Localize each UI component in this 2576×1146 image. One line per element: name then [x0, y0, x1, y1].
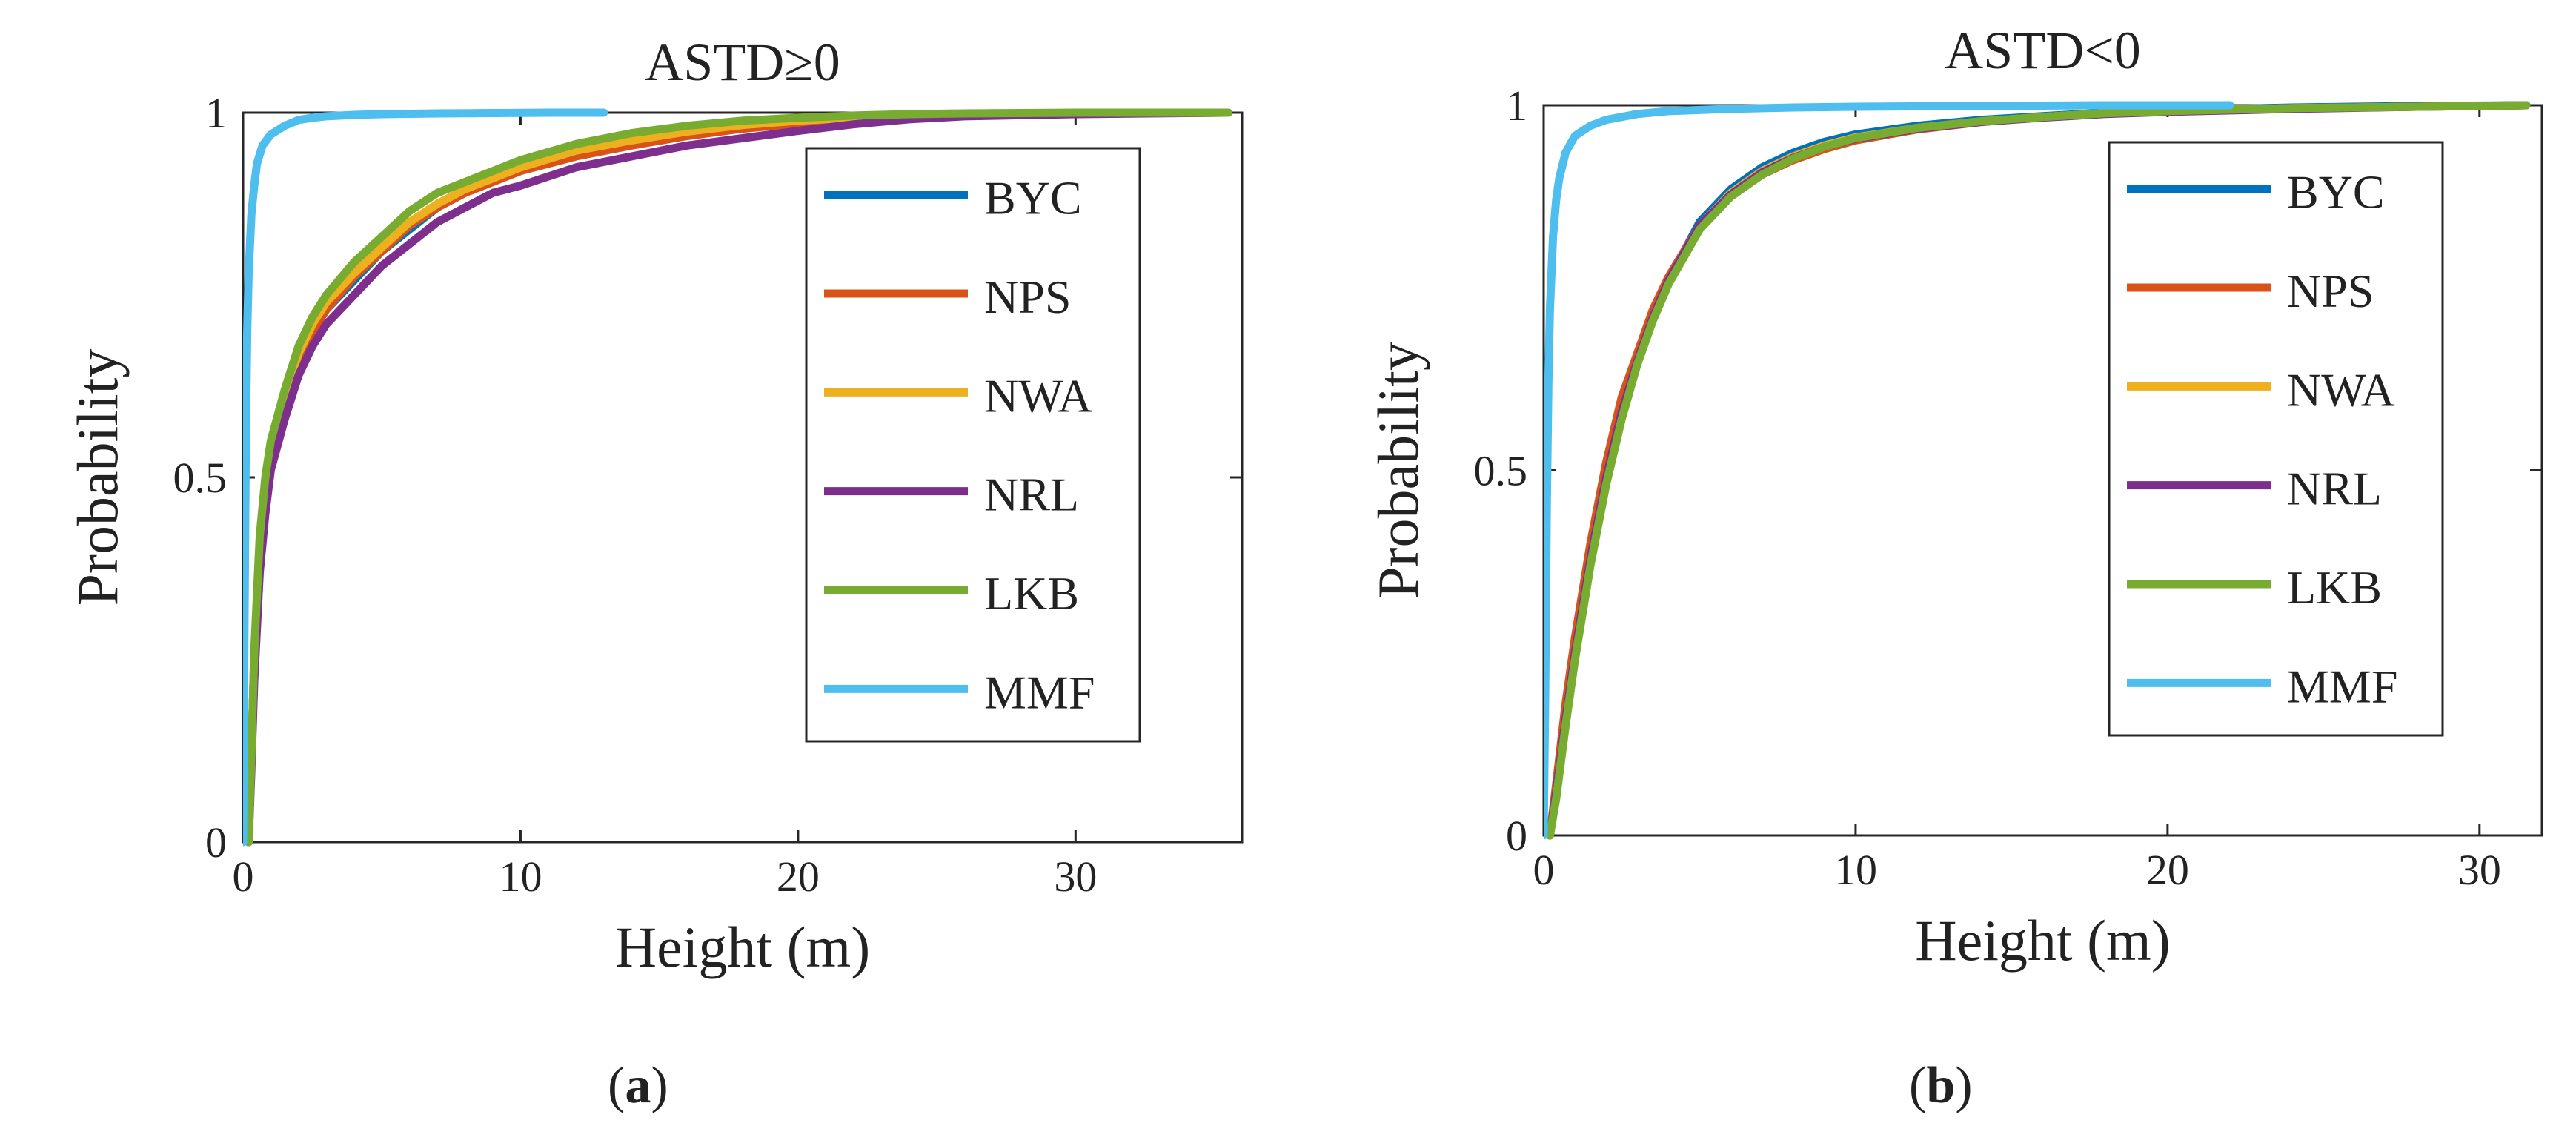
legend-label-lkb: LKB [984, 567, 1079, 620]
x-axis-label: Height (m) [1915, 908, 2170, 973]
chart-1: ASTD≥0 0 10 20 30 0 0.5 1 Height (m) Probability B… [65, 33, 1244, 979]
series-line-mmf [243, 108, 608, 847]
y-tick-label: 1 [1506, 82, 1527, 130]
x-tick-label: 0 [1533, 846, 1555, 894]
legend-label-nwa: NWA [2287, 363, 2395, 416]
chart-2: ASTD<0 0 10 20 30 0 0.5 1 Height (m) Probability B… [1366, 21, 2543, 973]
panel-label-a: (a) [608, 1057, 668, 1114]
series-line-mmf [1544, 101, 2234, 840]
y-axis-label: Probability [1366, 342, 1430, 599]
legend-box [2108, 141, 2444, 737]
y-tick-label: 0.5 [173, 454, 228, 502]
x-tick-label: 10 [499, 852, 542, 901]
y-axis-label: Probability [65, 349, 130, 606]
x-tick-label: 30 [2458, 846, 2501, 894]
legend-label-byc: BYC [984, 172, 1082, 225]
legend-label-mmf: MMF [2287, 660, 2397, 712]
chart-title: ASTD<0 [1945, 21, 2141, 80]
legend-label-lkb: LKB [2287, 561, 2382, 614]
legend-label-nwa: NWA [984, 369, 1092, 422]
chart-title: ASTD≥0 [645, 33, 840, 92]
x-tick-label: 20 [2146, 846, 2189, 894]
series-line-lkb [1545, 101, 2531, 840]
x-tick-label: 10 [1834, 846, 1877, 894]
legend-label-byc: BYC [2287, 166, 2385, 219]
panel-label-b: (b) [1909, 1057, 1973, 1114]
y-tick-label: 1 [205, 89, 227, 137]
x-tick-label: 30 [1054, 852, 1097, 901]
legend-label-nrl: NRL [2287, 463, 2382, 515]
x-axis-label: Height (m) [615, 915, 870, 979]
series-line-lkb [245, 108, 1232, 847]
legend-label-nrl: NRL [984, 468, 1079, 521]
legend-box [805, 147, 1141, 743]
y-tick-label: 0 [1506, 812, 1527, 860]
x-tick-label: 0 [233, 852, 254, 901]
legend-label-mmf: MMF [984, 666, 1095, 718]
legend-label-nps: NPS [2287, 265, 2374, 317]
y-tick-label: 0.5 [1474, 447, 1528, 495]
y-tick-label: 0 [205, 818, 227, 867]
x-tick-label: 20 [777, 852, 820, 901]
legend-label-nps: NPS [984, 271, 1071, 323]
